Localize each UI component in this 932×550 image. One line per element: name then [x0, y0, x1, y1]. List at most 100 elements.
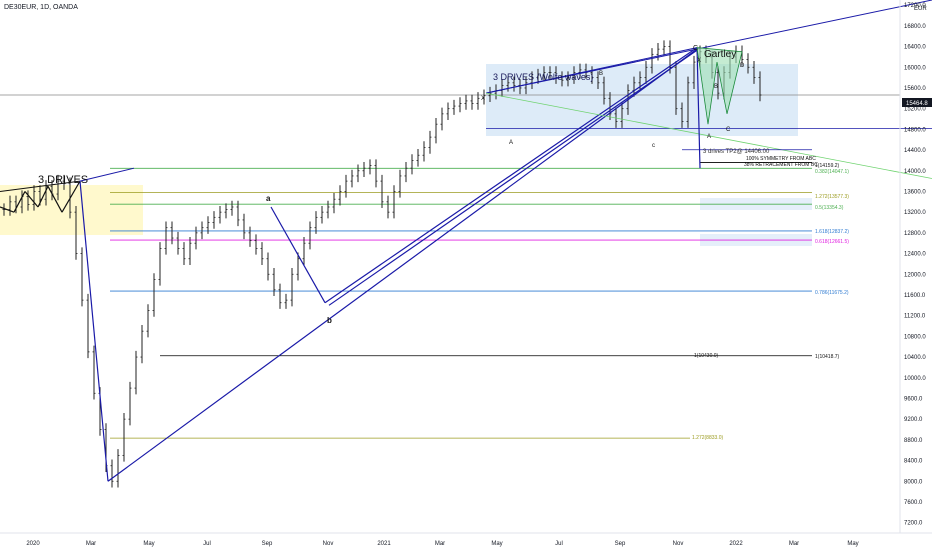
annotation-label_a_low: a	[266, 194, 271, 203]
y-tick-label: 11600.0	[904, 293, 926, 299]
annotation-label_x: X	[697, 58, 701, 64]
y-tick-label: 13200.0	[904, 210, 926, 216]
currency-label: EUR	[914, 6, 927, 12]
annotation-label_B_gartley: B	[714, 84, 718, 90]
y-tick-label: 9200.0	[904, 417, 923, 423]
y-axis-ticks: 17200.0 16800.0 16400.0 16000.0 15600.0 15200…	[904, 3, 926, 526]
annotation-gartley: Gartley	[704, 49, 736, 60]
x-tick-label: May	[491, 541, 502, 547]
pattern-lines	[0, 0, 932, 482]
x-tick-label: May	[143, 541, 154, 547]
y-tick-label: 15600.0	[904, 86, 926, 92]
three-drives-zigzag	[61, 180, 81, 213]
y-tick-label: 11200.0	[904, 314, 926, 320]
three-drives-zigzag	[47, 186, 63, 213]
annotation-sym_note: 100% SYMMETRY FROM ABC	[746, 156, 816, 162]
y-tick-label: 12000.0	[904, 272, 926, 278]
wave-b-c-line	[324, 47, 698, 304]
three-drives-zigzag	[0, 206, 15, 213]
wave-a-b-line	[270, 206, 326, 304]
annotation-fib_05: 0.5(13354.3)	[815, 205, 844, 211]
annotation-label_C: C	[726, 127, 731, 133]
chart-title: DE30EUR, 1D, OANDA	[4, 4, 78, 11]
x-tick-label: May	[847, 541, 858, 547]
x-tick-label: Mar	[86, 541, 96, 547]
y-tick-label: 16800.0	[904, 24, 926, 30]
x-tick-label: Mar	[435, 541, 445, 547]
y-tick-label: 14000.0	[904, 169, 926, 175]
annotation-fib_1272_top: 1.272(13577.3)	[815, 194, 849, 200]
y-tick-label: 10800.0	[904, 334, 926, 340]
annotation-label_A_wolfe: A	[509, 140, 513, 146]
annotation-label_d: D	[740, 63, 745, 69]
annotation-fib_1_mid_right: 1(10418.7)	[815, 354, 840, 360]
annotation-wolfe: 3 DRIVES (Wolfe waves)	[493, 72, 593, 82]
annotation-fib_1272_low: 1.272(8833.0)	[692, 435, 723, 441]
y-tick-label: 17200.0	[904, 3, 926, 9]
y-tick-label: 10400.0	[904, 355, 926, 361]
y-tick-label: 15200.0	[904, 107, 926, 113]
annotation-tp2: 3 drives TP2@ 14406.00	[703, 149, 770, 155]
x-tick-label: 2020	[26, 541, 40, 547]
last-price-badge-bg	[902, 98, 932, 107]
wolfe-lower-projection	[485, 92, 932, 179]
wolfe-x-c-line	[485, 47, 698, 94]
annotation-label_c_lower: c	[652, 143, 655, 149]
y-tick-label: 12400.0	[904, 252, 926, 258]
x-tick-label: Sep	[615, 541, 626, 547]
three-drives-zigzag	[37, 186, 49, 208]
three-drives-zigzag	[24, 191, 39, 208]
annotation-label_b_low: b	[327, 316, 332, 325]
y-tick-label: 9600.0	[904, 396, 923, 402]
annotation-three_drives: 3 DRIVES	[38, 174, 88, 186]
last-price-value: 15464.8	[906, 101, 928, 107]
x-tick-label: Jul	[203, 541, 211, 547]
x-axis-ticks: 2020 Mar May Jul Sep Nov 2021 Mar May Jul Sep Nov 20…	[26, 541, 858, 547]
annotation-fib_1618: 1.618(12837.2)	[815, 229, 849, 235]
y-tick-label: 8000.0	[904, 479, 923, 485]
annotation-label_c_top: C	[693, 45, 698, 52]
annotation-fib_1_mid: 1(10430.0)	[694, 353, 719, 359]
x-tick-label: Nov	[323, 541, 334, 547]
y-tick-label: 14800.0	[904, 127, 926, 133]
y-tick-label: 14400.0	[904, 148, 926, 154]
y-tick-label: 10000.0	[904, 376, 926, 382]
y-tick-label: 8400.0	[904, 459, 923, 465]
annotation-retrace_note: 38% RETRACEMENT FROM BC	[744, 162, 818, 168]
annotation-fib_0618: 0.618(12661.5)	[815, 239, 849, 245]
three-drives-zigzag	[13, 191, 26, 213]
gartley-pattern	[696, 47, 743, 125]
wave-b-c-line-2	[328, 49, 698, 306]
x-tick-label: Sep	[262, 541, 273, 547]
x-tick-label: 2022	[729, 541, 743, 547]
y-tick-label: 7200.0	[904, 521, 923, 527]
three-drives-upper	[0, 180, 81, 192]
annotation-label_X_wolfe: X	[481, 96, 485, 102]
three-drives-trend	[79, 167, 135, 182]
y-tick-label: 7600.0	[904, 500, 923, 506]
x-tick-label: Nov	[673, 541, 684, 547]
y-tick-label: 16400.0	[904, 45, 926, 51]
annotation-fib_1_right: 1(14159.2)	[815, 163, 840, 169]
y-tick-label: 8800.0	[904, 438, 923, 444]
annotation-fib_0382: 0.382(14047.1)	[815, 169, 849, 175]
x-tick-label: 2021	[377, 541, 391, 547]
wave-main-line	[107, 48, 698, 482]
y-tick-label: 16000.0	[904, 65, 926, 71]
y-tick-label: 12800.0	[904, 231, 926, 237]
annotation-fib_0786: 0.786(11675.2)	[815, 290, 849, 296]
fibonacci-levels	[0, 94, 932, 439]
annotation-label_A: A	[707, 134, 711, 140]
y-tick-label: 13600.0	[904, 189, 926, 195]
annotation-label_B_wolfe: B	[599, 71, 603, 77]
wave-c-drop-line	[696, 47, 701, 169]
x-tick-label: Mar	[789, 541, 799, 547]
wave-crash-line	[79, 181, 109, 482]
price-series	[2, 40, 762, 488]
wolfe-upper-line	[485, 0, 932, 94]
x-tick-label: Jul	[555, 541, 563, 547]
annotations: 3 DRIVES 3 DRIVES (Wolfe waves) Gartley a b C…	[38, 45, 849, 441]
last-price-badge: 15464.8	[902, 98, 932, 107]
